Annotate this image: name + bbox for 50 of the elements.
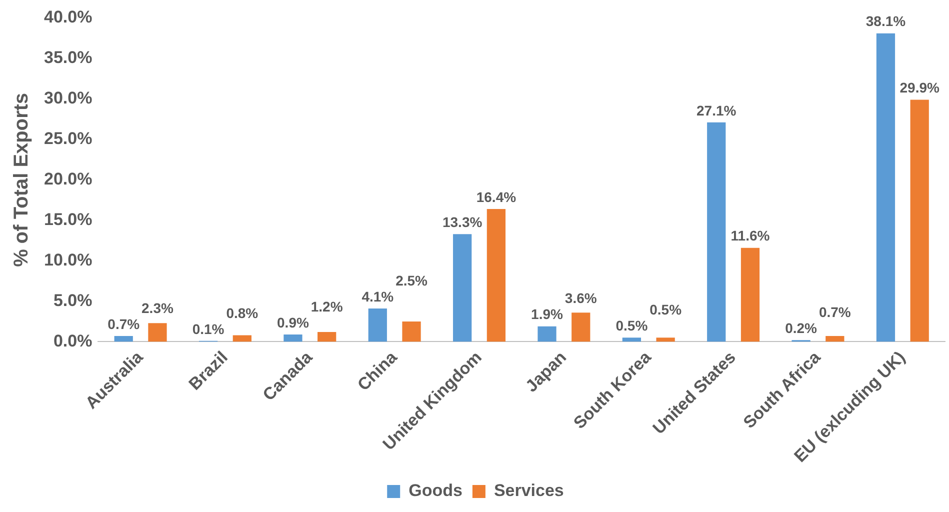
bar	[402, 321, 421, 342]
y-axis-title: % of Total Exports	[10, 92, 33, 267]
bar	[572, 312, 590, 342]
data-label: 29.9%	[900, 80, 940, 96]
bar	[148, 323, 167, 342]
data-label: 2.5%	[396, 272, 428, 288]
y-tick-label: 30.0%	[44, 88, 92, 108]
legend-label: Goods	[408, 481, 462, 500]
bar	[453, 234, 472, 342]
y-tick-label: 40.0%	[44, 8, 92, 27]
y-tick-label: 5.0%	[53, 290, 92, 310]
data-label: 16.4%	[476, 188, 517, 205]
bar	[232, 335, 252, 342]
data-label: 1.9%	[531, 306, 564, 322]
data-label: 0.8%	[226, 304, 259, 321]
bar	[740, 248, 760, 342]
data-label: 38.1%	[866, 13, 906, 30]
y-tick-label: 25.0%	[44, 129, 92, 148]
bar	[486, 208, 506, 342]
bar	[910, 100, 929, 342]
y-tick-label: 15.0%	[44, 210, 92, 230]
bar	[368, 308, 387, 342]
data-label: 0.5%	[616, 318, 648, 334]
bar	[538, 326, 556, 342]
bar	[656, 338, 675, 342]
bar	[114, 336, 133, 342]
bar	[284, 334, 302, 342]
y-tick-label: 35.0%	[44, 48, 92, 68]
data-label: 3.6%	[564, 290, 598, 306]
data-label: 2.3%	[142, 300, 174, 316]
data-label: 4.1%	[362, 288, 394, 304]
bar	[707, 122, 726, 342]
data-label: 13.3%	[442, 214, 483, 230]
data-label: 0.2%	[785, 320, 818, 336]
data-label: 0.7%	[108, 316, 140, 332]
data-label: 0.9%	[277, 314, 310, 330]
data-label: 0.7%	[818, 304, 852, 320]
bar	[826, 336, 844, 342]
data-label: 11.6%	[730, 228, 770, 244]
y-tick-label: 10.0%	[44, 250, 92, 270]
data-label: 27.1%	[696, 102, 737, 118]
y-tick-label: 20.0%	[44, 170, 92, 189]
bar	[318, 332, 336, 342]
bar	[876, 33, 896, 342]
y-tick-label: 0.0%	[53, 331, 92, 350]
legend-label: Services	[494, 481, 564, 500]
data-label: 1.2%	[310, 298, 344, 314]
data-label: 0.1%	[192, 320, 225, 337]
data-label: 0.5%	[650, 302, 682, 318]
bar	[622, 338, 641, 342]
